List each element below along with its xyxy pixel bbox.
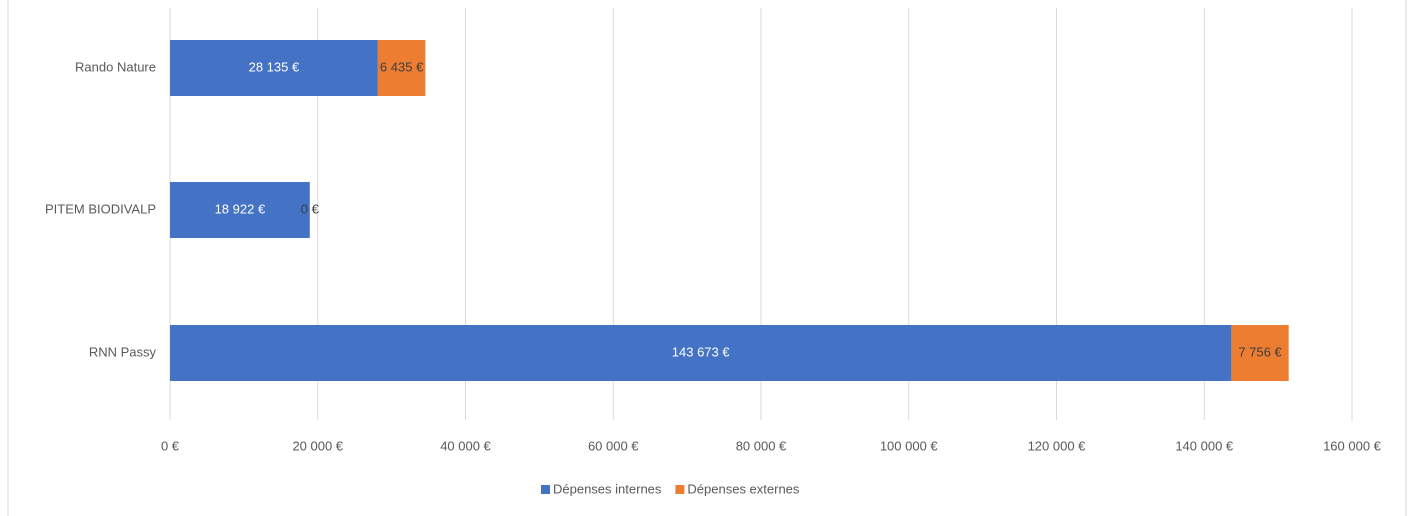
legend-swatch — [541, 485, 550, 494]
bar-segment — [170, 40, 378, 96]
x-tick-label: 20 000 € — [292, 438, 343, 453]
x-tick-label: 160 000 € — [1323, 438, 1382, 453]
data-label: 0 € — [301, 201, 320, 216]
data-label: 18 922 € — [215, 201, 266, 216]
data-label: 28 135 € — [249, 59, 300, 74]
y-tick-label: Rando Nature — [75, 59, 156, 74]
legend-swatch — [675, 485, 685, 494]
x-tick-label: 80 000 € — [736, 438, 787, 453]
legend-label: Dépenses externes — [687, 481, 800, 496]
y-tick-label: RNN Passy — [89, 344, 157, 359]
data-label: 7 756 € — [1238, 344, 1282, 359]
x-tick-label: 100 000 € — [880, 438, 939, 453]
bar-segment — [1231, 325, 1289, 381]
legend-label: Dépenses internes — [553, 481, 662, 496]
data-label: 143 673 € — [672, 344, 731, 359]
x-tick-label: 140 000 € — [1175, 438, 1234, 453]
bar-segment — [377, 40, 426, 96]
y-tick-label: PITEM BIODIVALP — [45, 201, 156, 216]
data-label: 6 435 € — [380, 59, 424, 74]
x-tick-label: 0 € — [161, 438, 180, 453]
x-tick-label: 120 000 € — [1028, 438, 1087, 453]
x-tick-label: 60 000 € — [588, 438, 639, 453]
x-tick-label: 40 000 € — [440, 438, 491, 453]
bar-segment — [170, 325, 1232, 381]
bar-segment — [170, 182, 310, 238]
